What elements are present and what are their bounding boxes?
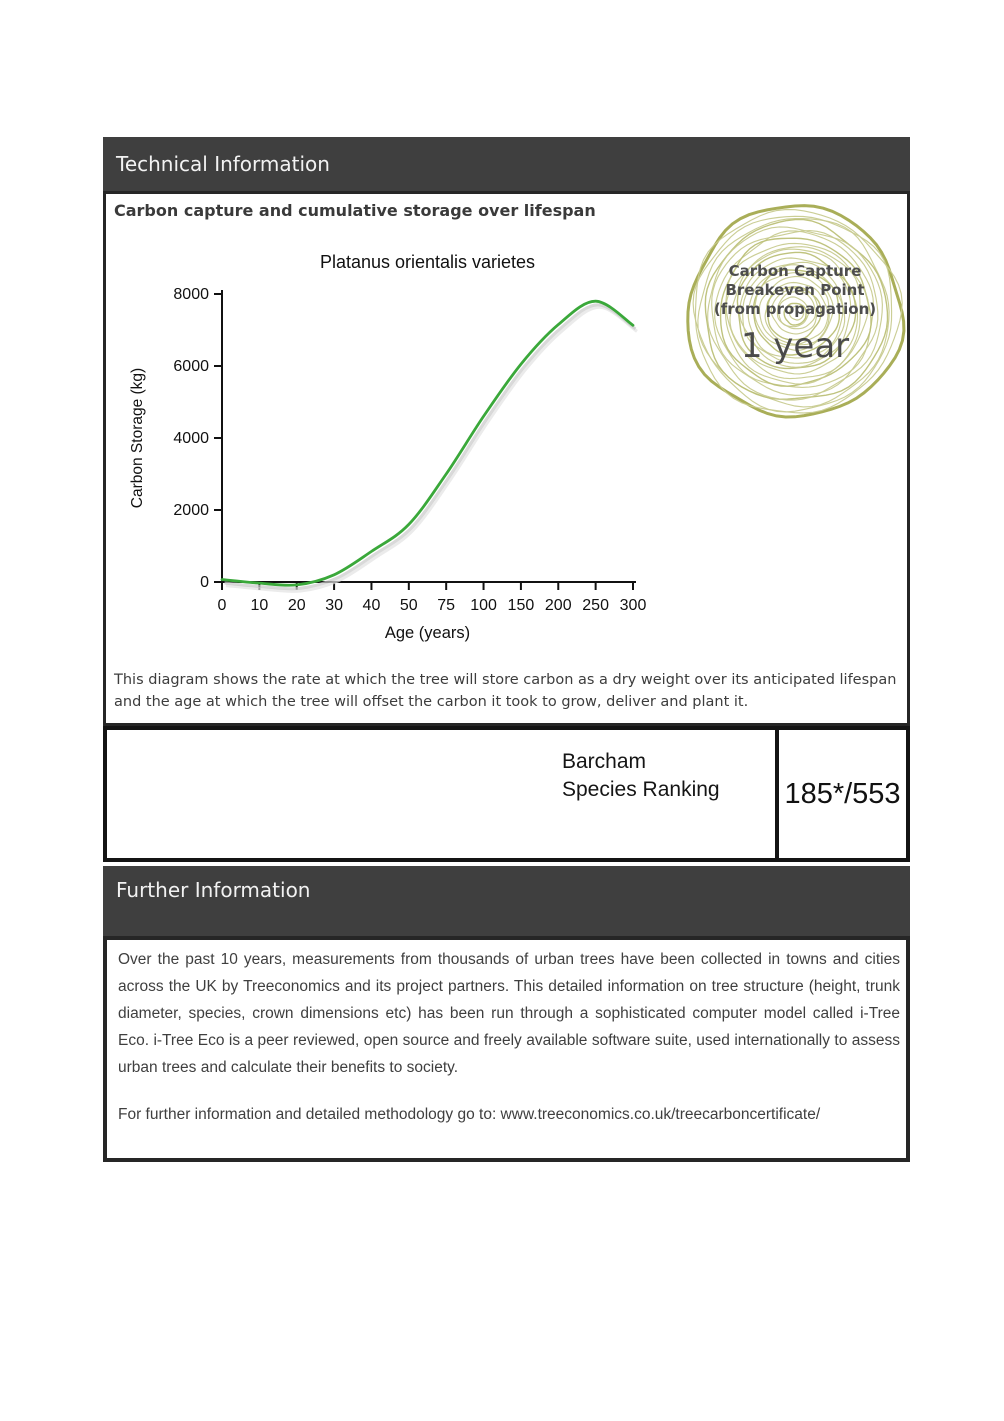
svg-text:200: 200 [545,597,572,614]
chart-section-title: Carbon capture and cumulative storage ov… [114,201,596,220]
breakeven-badge-line3: (from propagation) [713,300,877,318]
ranking-divider [775,730,779,858]
breakeven-badge-line2: Breakeven Point [725,281,865,299]
chart-xlabel: Age (years) [385,624,470,642]
chart-description: This diagram shows the rate at which the… [114,672,897,710]
svg-text:6000: 6000 [173,358,209,375]
curve-shadow [224,303,637,591]
svg-text:10: 10 [250,597,268,614]
breakeven-value: 1 year [740,326,850,366]
svg-text:75: 75 [437,597,455,614]
svg-text:150: 150 [508,597,535,614]
svg-text:100: 100 [470,597,497,614]
carbon-storage-curve [220,299,635,587]
svg-text:8000: 8000 [173,286,209,303]
svg-text:0: 0 [200,574,209,591]
breakeven-badge: Carbon Capture Breakeven Point (from pro… [683,262,907,366]
curve-shadow-outer [225,305,638,593]
chart-ylabel: Carbon Storage (kg) [129,368,146,508]
carbon-storage-chart: Platanus orientalis varietes Age (years) C… [129,252,646,642]
further-information-header: Further Information [103,866,910,936]
ranking-label-line1: Barcham [562,750,647,773]
methodology-link: For further information and detailed met… [118,1106,821,1123]
svg-text:20: 20 [288,597,306,614]
technical-header-label: Technical Information [116,152,330,176]
further-panel: Over the past 10 years, measurements fro… [103,936,910,1162]
svg-text:30: 30 [325,597,343,614]
chart-title: Platanus orientalis varietes [320,252,535,272]
species-ranking-row: Barcham Species Ranking 185*/553 [103,726,910,862]
svg-text:250: 250 [582,597,609,614]
svg-text:0: 0 [218,597,227,614]
tree-rings-graphic [686,204,906,419]
svg-text:4000: 4000 [173,430,209,447]
technical-information-header: Technical Information [103,137,910,191]
tree-ring-lines [686,204,906,419]
svg-text:300: 300 [620,597,647,614]
svg-text:50: 50 [400,597,418,614]
ranking-label-line2: Species Ranking [562,778,720,801]
chart-axes: 0 2000 4000 6000 8000 0 10 20 30 40 50 75 100 150 200 2… [173,286,646,614]
further-paragraph: Over the past 10 years, measurements fro… [118,951,900,1076]
ranking-label: Barcham Species Ranking [562,748,720,804]
technical-panel [103,191,910,726]
svg-text:40: 40 [363,597,381,614]
ranking-value: 185*/553 [784,777,901,810]
breakeven-badge-line1: Carbon Capture [728,262,862,280]
further-header-label: Further Information [116,878,311,902]
svg-text:2000: 2000 [173,502,209,519]
